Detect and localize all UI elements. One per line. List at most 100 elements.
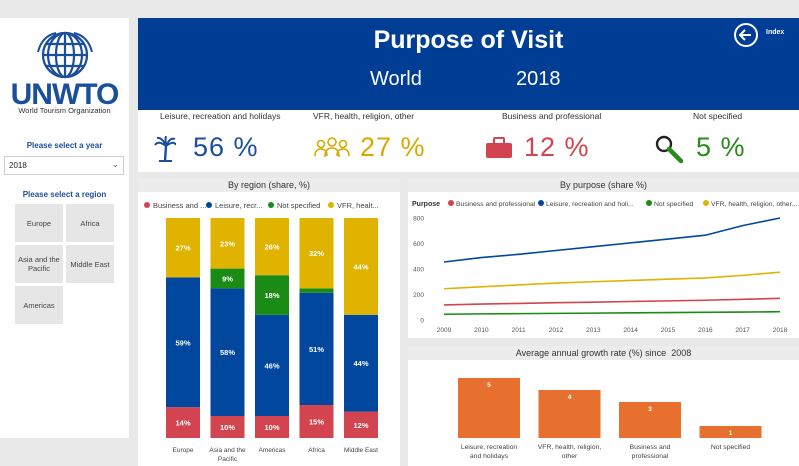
bar-segment: [210, 288, 245, 416]
data-label: 44%: [353, 262, 368, 271]
legend-label: Business and ...: [153, 201, 206, 210]
legend-marker: [703, 200, 709, 206]
data-label: 15%: [309, 418, 324, 427]
legend-label: Business and professional: [456, 201, 536, 208]
region-select-label: Please select a region: [22, 190, 107, 199]
bar-segment: [299, 288, 334, 293]
kpi-label-not-specified: Not specified: [693, 111, 743, 121]
data-label: 51%: [309, 345, 324, 354]
legend-label: Not specified: [277, 201, 320, 210]
x-tick-label: 2010: [474, 327, 489, 334]
magnifier-icon: [655, 135, 684, 164]
legend-marker: [144, 202, 150, 208]
palm-tree-icon: [154, 136, 176, 162]
x-tick-label: 2016: [698, 327, 713, 334]
sidebar: UNWTO World Tourism Organization Please …: [0, 18, 129, 438]
data-label: 23%: [220, 239, 235, 248]
bar-segment: [255, 275, 289, 315]
bar-segment: [299, 405, 334, 438]
kpi-label-leisure: Leisure, recreation and holidays: [160, 111, 281, 121]
bar-segment: [166, 218, 200, 278]
tick-label: Not specified: [711, 444, 751, 451]
series-line: [443, 217, 781, 263]
growth-bar: [619, 402, 681, 438]
bar-segment: [166, 277, 200, 408]
y-tick-label: 400: [413, 267, 424, 274]
bar-segment: [166, 407, 200, 438]
legend-marker: [328, 202, 334, 208]
data-label: 59%: [175, 338, 190, 347]
data-label: 4: [568, 394, 572, 401]
kpi-label-business: Business and professional: [502, 111, 602, 121]
data-label: 58%: [220, 348, 235, 357]
data-label: 32%: [309, 249, 324, 258]
growth-bar: [458, 378, 520, 438]
x-tick-label: 2018: [773, 327, 788, 334]
growth-chart-title-year: 2008: [671, 348, 692, 358]
growth-bar: [538, 390, 601, 438]
x-tick-label: 2011: [512, 327, 526, 334]
index-link[interactable]: Index: [766, 29, 785, 36]
legend-label: Not specified: [654, 201, 694, 208]
tick-label: Africa: [308, 447, 325, 454]
year-dropdown-value: 2018: [9, 161, 27, 170]
people-icon: [314, 137, 350, 158]
legend-marker: [268, 202, 274, 208]
bar-segment: [344, 314, 378, 412]
data-label: 18%: [264, 291, 279, 300]
region-button-africa[interactable]: Africa: [66, 204, 114, 242]
tick-label: Business and: [630, 444, 671, 451]
x-tick-label: 2015: [661, 327, 676, 334]
kpi-value-vfr: 27 %: [360, 132, 426, 162]
year-dropdown[interactable]: 2018 ⌄: [4, 156, 124, 175]
y-tick-label: 800: [413, 216, 424, 223]
tick-label: Asia and the: [209, 447, 246, 454]
legend-marker: [538, 200, 544, 206]
data-label: 9%: [222, 275, 233, 284]
kpi-value-not-specified: 5 %: [696, 132, 746, 162]
x-tick-label: 2012: [549, 327, 564, 334]
legend-marker: [206, 202, 212, 208]
kpi-row: Leisure, recreation and holidays 56 % VF…: [138, 110, 799, 172]
series-line: [443, 310, 781, 316]
data-label: 12%: [353, 421, 368, 430]
logo-subtitle: World Tourism Organization: [18, 106, 111, 115]
bar-segment: [210, 218, 245, 269]
logo-text: UNWTO: [10, 78, 120, 111]
series-line: [443, 271, 781, 290]
x-tick-label: 2017: [735, 327, 750, 334]
region-button-middle-east[interactable]: Middle East: [66, 245, 114, 283]
region-button-asia-pacific[interactable]: Asia and the Pacific: [15, 245, 63, 283]
data-label: 3: [648, 406, 652, 413]
tick-label: and holidays: [470, 453, 509, 460]
growth-bar-chart: 5 4 3 1 Leisure, recreation and holidays VFR, …: [458, 378, 762, 460]
scope-label: World: [370, 68, 422, 90]
data-label: 27%: [175, 244, 190, 253]
region-chart-title: By region (share, %): [138, 178, 400, 192]
bar-segment: [255, 416, 289, 438]
growth-chart-title-row: Average annual growth rate (%) since 200…: [408, 346, 799, 360]
purpose-line-chart: Purpose Business and professional Leisure,…: [412, 200, 797, 334]
region-button-europe[interactable]: Europe: [15, 204, 63, 242]
y-tick-label: 600: [413, 241, 424, 248]
legend-label: VFR, healt...: [337, 201, 379, 210]
bar-segment: [299, 218, 334, 289]
tick-label: professional: [632, 453, 669, 460]
bar-segment: [299, 292, 334, 405]
tick-label: Americas: [258, 447, 286, 454]
x-tick-label: 2013: [586, 327, 601, 334]
region-button-americas[interactable]: Americas: [15, 286, 63, 324]
growth-chart-panel: Average annual growth rate (%) since 200…: [408, 346, 799, 466]
year-label: 2018: [516, 68, 561, 90]
chevron-down-icon: ⌄: [111, 159, 119, 169]
data-label: 14%: [175, 419, 190, 428]
series-line: [443, 297, 781, 306]
purpose-chart-panel: By purpose (share %) Purpose Business and…: [408, 178, 799, 338]
legend-title: Purpose: [412, 201, 440, 208]
back-arrow-icon[interactable]: [734, 23, 758, 47]
kpi-label-vfr: VFR, health, religion, other: [313, 111, 415, 121]
bar-segment: [255, 218, 289, 276]
bar-segment: [344, 411, 378, 438]
legend-label: Leisure, recr...: [215, 201, 263, 210]
year-select-label: Please select a year: [26, 141, 103, 150]
